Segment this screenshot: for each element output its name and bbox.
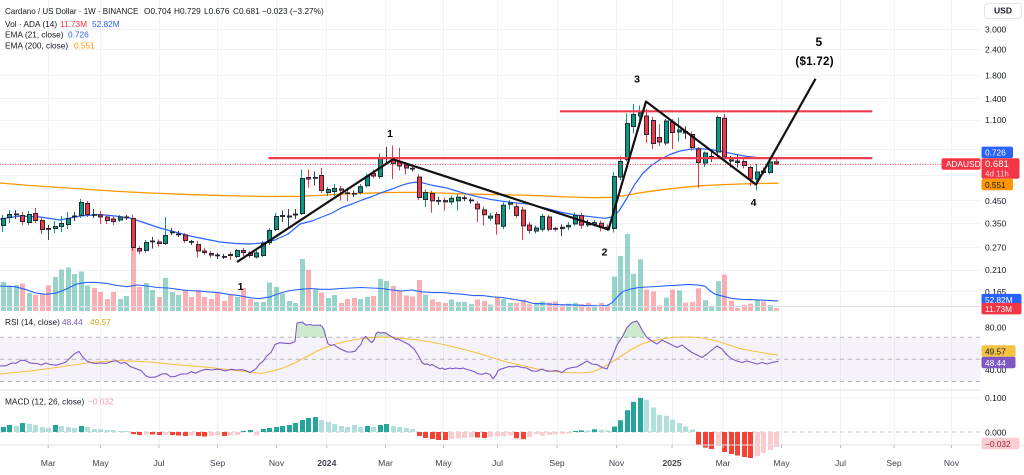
- svg-text:Sep: Sep: [886, 458, 902, 468]
- svg-text:EMA (21, close): EMA (21, close): [5, 30, 64, 40]
- svg-text:0.551: 0.551: [985, 180, 1006, 190]
- svg-text:0.100: 0.100: [985, 393, 1007, 403]
- svg-text:H0.729: H0.729: [174, 6, 201, 16]
- svg-text:−0.032: −0.032: [985, 439, 1011, 449]
- svg-text:4d 11h: 4d 11h: [985, 170, 1009, 179]
- svg-text:0.726: 0.726: [68, 30, 89, 40]
- svg-text:52.82M: 52.82M: [92, 19, 120, 29]
- svg-text:0.165: 0.165: [985, 287, 1007, 297]
- svg-text:Jul: Jul: [492, 458, 503, 468]
- svg-text:3: 3: [634, 74, 640, 86]
- svg-text:40.00: 40.00: [985, 365, 1007, 375]
- svg-text:EMA (200, close): EMA (200, close): [5, 40, 68, 50]
- svg-text:L0.676: L0.676: [204, 6, 230, 16]
- svg-text:2: 2: [602, 247, 608, 259]
- svg-text:11.73M: 11.73M: [985, 304, 1012, 314]
- svg-text:80.00: 80.00: [985, 323, 1007, 333]
- svg-text:May: May: [92, 458, 109, 468]
- svg-text:2.400: 2.400: [985, 45, 1007, 55]
- svg-text:Nov: Nov: [609, 458, 625, 468]
- svg-text:1.100: 1.100: [985, 115, 1007, 125]
- svg-text:52.82M: 52.82M: [985, 295, 1013, 305]
- svg-text:−0.023 (−3.27%): −0.023 (−3.27%): [262, 6, 324, 16]
- svg-text:May: May: [435, 458, 452, 468]
- svg-text:49.57: 49.57: [90, 317, 111, 327]
- svg-text:ADAUSD: ADAUSD: [946, 159, 981, 169]
- svg-text:($1.72): ($1.72): [795, 56, 834, 68]
- svg-text:2025: 2025: [662, 458, 681, 468]
- svg-text:USD: USD: [994, 6, 1012, 16]
- svg-text:0.551: 0.551: [74, 40, 95, 50]
- svg-text:0.450: 0.450: [985, 196, 1007, 206]
- svg-text:0.270: 0.270: [985, 242, 1007, 252]
- svg-text:1.400: 1.400: [985, 94, 1007, 104]
- svg-text:May: May: [773, 458, 790, 468]
- svg-text:48.44: 48.44: [985, 358, 1006, 368]
- svg-text:Vol · ADA (14): Vol · ADA (14): [5, 19, 57, 29]
- svg-text:1.800: 1.800: [985, 70, 1007, 80]
- svg-text:Mar: Mar: [716, 458, 731, 468]
- svg-text:Mar: Mar: [41, 458, 56, 468]
- svg-text:Cardano / US Dollar · 1W · BIN: Cardano / US Dollar · 1W · BINANCE: [5, 7, 138, 16]
- svg-text:2024: 2024: [317, 458, 336, 468]
- svg-text:3.000: 3.000: [985, 25, 1007, 35]
- svg-text:0.681: 0.681: [985, 159, 1009, 170]
- svg-text:49.57: 49.57: [985, 346, 1006, 356]
- svg-text:11.73M: 11.73M: [60, 19, 87, 29]
- svg-text:Jul: Jul: [154, 458, 165, 468]
- svg-text:Nov: Nov: [944, 458, 960, 468]
- svg-text:Nov: Nov: [269, 458, 285, 468]
- svg-text:1: 1: [238, 281, 244, 293]
- svg-text:1: 1: [387, 128, 393, 140]
- svg-text:0.726: 0.726: [985, 148, 1006, 158]
- svg-text:5: 5: [815, 35, 822, 49]
- svg-text:−0.032: −0.032: [88, 397, 114, 407]
- svg-text:0.000: 0.000: [985, 427, 1007, 437]
- svg-text:Mar: Mar: [378, 458, 393, 468]
- svg-text:RSI (14, close): RSI (14, close): [5, 317, 60, 327]
- svg-text:4: 4: [751, 197, 757, 209]
- svg-text:0.350: 0.350: [985, 219, 1007, 229]
- svg-text:Jul: Jul: [835, 458, 846, 468]
- svg-text:O0.704: O0.704: [144, 6, 172, 16]
- svg-text:Sep: Sep: [210, 458, 226, 468]
- svg-text:0.210: 0.210: [985, 265, 1007, 275]
- svg-text:C0.681: C0.681: [233, 6, 260, 16]
- svg-text:48.44: 48.44: [62, 317, 83, 327]
- svg-text:MACD (12, 26, close): MACD (12, 26, close): [5, 397, 85, 407]
- svg-text:Sep: Sep: [549, 458, 565, 468]
